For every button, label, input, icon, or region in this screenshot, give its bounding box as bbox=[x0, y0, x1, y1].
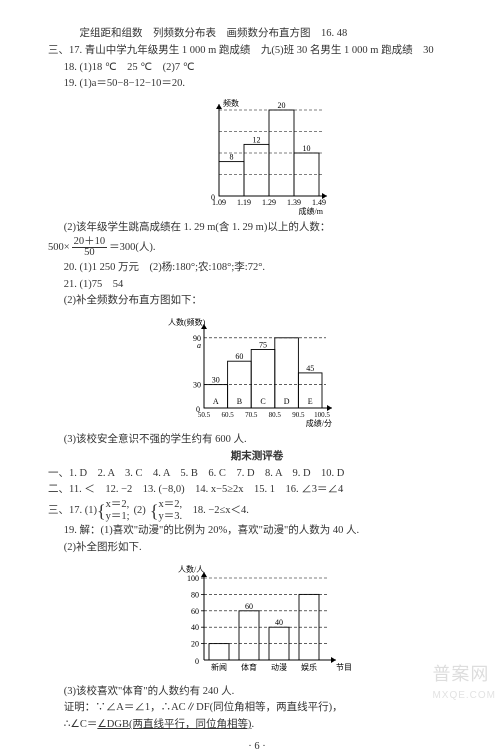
text-line: 三、17. 青山中学九年级男生 1 000 m 跑成绩 九(5)班 30 名男生… bbox=[48, 43, 466, 59]
section-heading: 期末测评卷 bbox=[48, 449, 466, 465]
frac-suffix: ＝300(人). bbox=[109, 240, 155, 256]
text-line: (3)该校喜欢"体育"的人数约有 240 人. bbox=[48, 684, 466, 700]
svg-text:60.5: 60.5 bbox=[221, 411, 234, 419]
u-suffix: . bbox=[251, 719, 254, 730]
text-line: 证明：∵∠A＝∠1，∴AC∥DF(同位角相等，两直线平行)， bbox=[48, 700, 466, 716]
frac-prefix: 500× bbox=[48, 240, 70, 256]
svg-text:成绩/m: 成绩/m bbox=[299, 206, 324, 216]
sys-mid: (2) bbox=[134, 503, 146, 519]
svg-text:娱乐: 娱乐 bbox=[301, 662, 317, 672]
svg-text:E: E bbox=[308, 397, 313, 406]
svg-text:节目类型: 节目类型 bbox=[336, 662, 352, 672]
text-line: (2)该年级学生跳高成绩在 1. 29 m(含 1. 29 m)以上的人数： bbox=[48, 220, 466, 236]
svg-text:C: C bbox=[260, 397, 265, 406]
svg-text:100: 100 bbox=[187, 574, 199, 583]
text-line: 19. 解：(1)喜欢"动漫"的比例为 20%，喜欢"动漫"的人数为 40 人. bbox=[48, 523, 466, 539]
page-number: · 6 · bbox=[48, 739, 466, 755]
svg-text:a: a bbox=[197, 341, 201, 350]
svg-text:80.5: 80.5 bbox=[269, 411, 282, 419]
systems-line: 三、17. (1) { x＝2, y＝1; (2) { x＝2, y＝3. 18… bbox=[48, 499, 466, 522]
fraction-line: 500× 20＋10 50 ＝300(人). bbox=[48, 237, 466, 259]
svg-text:8: 8 bbox=[230, 153, 234, 162]
svg-text:12: 12 bbox=[253, 135, 261, 144]
svg-text:人数(频数): 人数(频数) bbox=[168, 317, 206, 327]
svg-text:10: 10 bbox=[303, 144, 311, 153]
text-line: (3)该校安全意识不强的学生约有 600 人. bbox=[48, 432, 466, 448]
frac-den: 50 bbox=[82, 248, 97, 259]
chart-1-wrap: 81220101.091.191.291.391.49频数成绩/m0 bbox=[48, 96, 466, 216]
svg-text:体育: 体育 bbox=[241, 662, 257, 672]
text-line: 定组距和组数 列频数分布表 画频数分布直方图 16. 48 bbox=[48, 26, 466, 42]
svg-text:0: 0 bbox=[195, 657, 199, 666]
svg-text:新闻: 新闻 bbox=[211, 662, 227, 672]
text-line-underlined: ∴∠C＝∠DGB(两直线平行，同位角相等). bbox=[48, 717, 466, 733]
svg-text:成绩/分: 成绩/分 bbox=[306, 418, 332, 428]
brace-icon: { bbox=[97, 502, 106, 520]
text-line: 18. (1)18 ℃ 25 ℃ (2)7 ℃ bbox=[48, 60, 466, 76]
svg-text:1.39: 1.39 bbox=[287, 198, 301, 207]
svg-text:60: 60 bbox=[245, 601, 253, 610]
svg-text:1.19: 1.19 bbox=[237, 198, 251, 207]
svg-text:D: D bbox=[284, 397, 290, 406]
svg-text:60: 60 bbox=[191, 606, 199, 615]
svg-text:动漫: 动漫 bbox=[271, 662, 287, 672]
svg-text:0: 0 bbox=[196, 405, 200, 414]
sys2-l2: y＝3. bbox=[158, 511, 182, 523]
svg-text:频数: 频数 bbox=[223, 98, 239, 108]
svg-text:A: A bbox=[213, 397, 219, 406]
svg-text:1.49: 1.49 bbox=[312, 198, 326, 207]
svg-text:1.29: 1.29 bbox=[262, 198, 276, 207]
text-line: 19. (1)a＝50−8−12−10＝20. bbox=[48, 76, 466, 92]
u-prefix: ∴∠C＝ bbox=[64, 719, 98, 730]
svg-text:90.5: 90.5 bbox=[292, 411, 305, 419]
svg-text:30: 30 bbox=[193, 381, 201, 390]
sys-prefix: 三、17. (1) bbox=[48, 503, 97, 519]
svg-text:45: 45 bbox=[306, 364, 314, 373]
text-line: 二、11. ＜ 12. −2 13. (−8,0) 14. x−5≥2x 15.… bbox=[48, 482, 466, 498]
page-content: 定组距和组数 列频数分布表 画频数分布直方图 16. 48 三、17. 青山中学… bbox=[0, 0, 500, 755]
text-line: 21. (1)75 54 bbox=[48, 277, 466, 293]
sys1-l2: y＝1; bbox=[106, 511, 130, 523]
text-line: 20. (1)1 250 万元 (2)杨:180°;农:108°;李:72°. bbox=[48, 260, 466, 276]
svg-text:70.5: 70.5 bbox=[245, 411, 258, 419]
svg-text:20: 20 bbox=[191, 639, 199, 648]
fraction: 20＋10 50 bbox=[72, 237, 108, 259]
bar-chart-2: 3090a30A60B75CD45E50.560.570.580.590.510… bbox=[162, 313, 352, 428]
text-line: (2)补全图形如下. bbox=[48, 540, 466, 556]
system-2: x＝2, y＝3. bbox=[158, 499, 182, 522]
chart-2-wrap: 3090a30A60B75CD45E50.560.570.580.590.510… bbox=[48, 313, 466, 428]
bar-chart-1: 81220101.091.191.291.391.49频数成绩/m0 bbox=[177, 96, 337, 216]
text-line: (2)补全频数分布直方图如下： bbox=[48, 293, 466, 309]
svg-text:100.5: 100.5 bbox=[314, 411, 330, 419]
svg-text:20: 20 bbox=[278, 101, 286, 110]
text-line: 一、1. D 2. A 3. C 4. A 5. B 6. C 7. D 8. … bbox=[48, 466, 466, 482]
svg-text:60: 60 bbox=[235, 352, 243, 361]
svg-text:30: 30 bbox=[212, 376, 220, 385]
svg-text:0: 0 bbox=[211, 193, 215, 202]
bar-chart-3: 20 40 60 80 100 新闻 60 体育 40 动漫 娱乐 人数/人节目类型 0 bbox=[162, 560, 352, 680]
svg-text:人数/人: 人数/人 bbox=[178, 564, 204, 574]
svg-text:40: 40 bbox=[275, 618, 283, 627]
sys-suffix: 18. −2≤x＜4. bbox=[182, 503, 249, 519]
sys1-l1: x＝2, bbox=[106, 499, 130, 511]
svg-text:80: 80 bbox=[191, 590, 199, 599]
system-1: x＝2, y＝1; bbox=[106, 499, 130, 522]
svg-text:75: 75 bbox=[259, 341, 267, 350]
svg-text:B: B bbox=[237, 397, 242, 406]
svg-text:40: 40 bbox=[191, 623, 199, 632]
u-content: ∠DGB(两直线平行，同位角相等) bbox=[97, 719, 251, 730]
chart-3-wrap: 20 40 60 80 100 新闻 60 体育 40 动漫 娱乐 人数/人节目类型 0 bbox=[48, 560, 466, 680]
brace-icon: { bbox=[150, 502, 159, 520]
sys2-l1: x＝2, bbox=[158, 499, 182, 511]
